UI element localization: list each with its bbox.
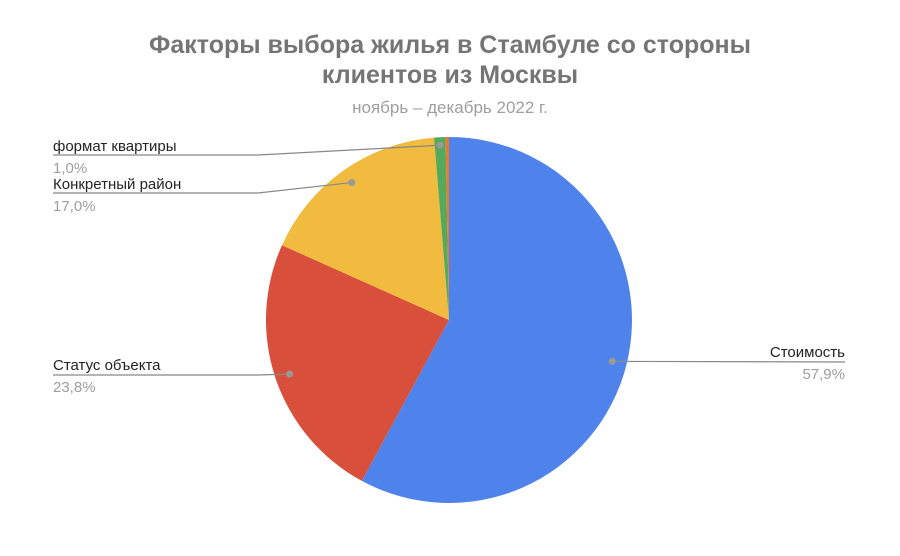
- leader-dot: [286, 370, 294, 378]
- label-format: формат квартиры: [53, 138, 176, 155]
- pct-status: 23,8%: [53, 379, 96, 396]
- pie-slice: [281, 137, 449, 320]
- leader-line: [612, 360, 846, 363]
- pie-slice: [445, 137, 449, 320]
- pie-slice: [265, 245, 449, 481]
- pie-slice: [361, 137, 632, 503]
- pct-format: 1,0%: [53, 160, 87, 177]
- pie-slice: [434, 137, 449, 320]
- leader-line: [53, 181, 352, 194]
- pct-stoimost: 57,9%: [802, 366, 845, 383]
- leader-line: [53, 144, 441, 156]
- leader-line: [53, 373, 290, 376]
- leader-dot: [348, 179, 356, 187]
- chart-subtitle: ноябрь – декабрь 2022 г.: [352, 98, 548, 117]
- leader-dot: [608, 357, 616, 365]
- chart-title-line-1: Факторы выбора жилья в Стамбуле со сторо…: [149, 31, 751, 59]
- label-rayon: Конкретный район: [53, 176, 181, 193]
- label-status: Статус объекта: [53, 357, 161, 374]
- pct-rayon: 17,0%: [53, 198, 96, 215]
- chart-title-line-2: клиентов из Москвы: [321, 61, 579, 89]
- label-stoimost: Стоимость: [770, 344, 845, 361]
- leader-dot: [436, 141, 444, 149]
- chart-title: Факторы выбора жилья в Стамбуле со сторо…: [0, 30, 900, 90]
